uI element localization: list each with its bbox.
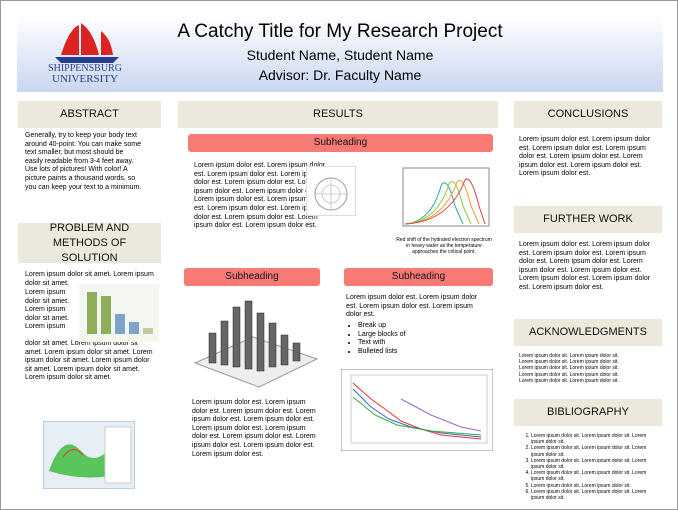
students: Student Name, Student Name <box>246 47 434 63</box>
methods-text: Lorem ipsum dolor sit amet. Lorem ipsum … <box>25 271 154 287</box>
subheading: Subheading <box>344 268 493 286</box>
advisor: Advisor: Dr. Faculty Name <box>258 67 422 83</box>
acknowledgments-text: Lorem ipsum dolor sit. Lorem ipsum dolor… <box>519 353 619 384</box>
further-work-text: Lorem ipsum dolor est. Lorem ipsum dolor… <box>519 241 651 291</box>
bar-chart-image <box>79 284 159 342</box>
section-heading: FURTHER WORK <box>514 206 662 233</box>
bullet: Large blocks of <box>358 331 498 340</box>
title: A Catchy Title for My Research Project <box>177 21 503 42</box>
conclusions-text: Lorem ipsum dolor est. Lorem ipsum dolor… <box>519 136 651 178</box>
logo-line2: UNIVERSITY <box>52 73 118 85</box>
bibliography-item: Lorem ipsum dolor sit. Lorem ipsum dolor… <box>531 489 659 501</box>
section-heading: ABSTRACT <box>18 101 161 128</box>
section-heading: RESULTS <box>178 101 498 128</box>
surface-plot-image <box>43 421 135 489</box>
bibliography-list: Lorem ipsum dolor sit. Lorem ipsum dolor… <box>519 433 659 501</box>
3d-bar-chart-image <box>193 300 319 388</box>
bibliography-item: Lorem ipsum dolor sit. Lorem ipsum dolor… <box>531 445 659 457</box>
subheading: Subheading <box>184 268 320 286</box>
subheading: Subheading <box>188 134 493 152</box>
spectrum-plot-image <box>402 167 490 227</box>
section-heading: BIBLIOGRAPHY <box>514 399 662 426</box>
results-text: Lorem ipsum dolor est. Lorem ipsum dolor… <box>192 399 316 458</box>
bibliography-item: Lorem ipsum dolor sit. Lorem ipsum dolor… <box>531 458 659 470</box>
section-heading: CONCLUSIONS <box>514 101 662 128</box>
polar-plot-image <box>306 166 356 216</box>
logo: SHIPPENSBURG UNIVERSITY <box>48 23 122 85</box>
bibliography-item: Lorem ipsum dolor sit. Lorem ipsum dolor… <box>531 483 659 489</box>
abstract-text: Generally, try to keep your body text ar… <box>25 132 142 191</box>
figure-caption: Red shift of the hydrated electron spect… <box>396 237 492 256</box>
section-heading: ACKNOWLEDGMENTS <box>514 319 662 346</box>
line-plot-image <box>341 369 493 451</box>
section-heading: PROBLEM AND METHODS OF SOLUTION <box>18 222 161 264</box>
bullet-list: Break up Large blocks of Text with Bulle… <box>346 322 498 356</box>
bibliography-item: Lorem ipsum dolor sit. Lorem ipsum dolor… <box>531 433 659 445</box>
methods-text: dolor sit amet. Lorem ipsum dolor sit am… <box>25 340 153 382</box>
results-text: Lorem ipsum dolor est. Lorem ipsum dolor… <box>194 162 326 230</box>
bullet: Text with <box>358 339 498 348</box>
bullet: Bulleted lists <box>358 348 498 357</box>
methods-text: Lorem ipsum dolor sit amet. Lorem ipsum … <box>25 289 69 331</box>
logo-line1: SHIPPENSBURG <box>48 63 122 74</box>
header-band <box>17 16 663 92</box>
bibliography-item: Lorem ipsum dolor sit. Lorem ipsum dolor… <box>531 470 659 482</box>
bullet: Break up <box>358 322 498 331</box>
results-text: Lorem ipsum dolor est. Lorem ipsum dolor… <box>346 294 478 319</box>
